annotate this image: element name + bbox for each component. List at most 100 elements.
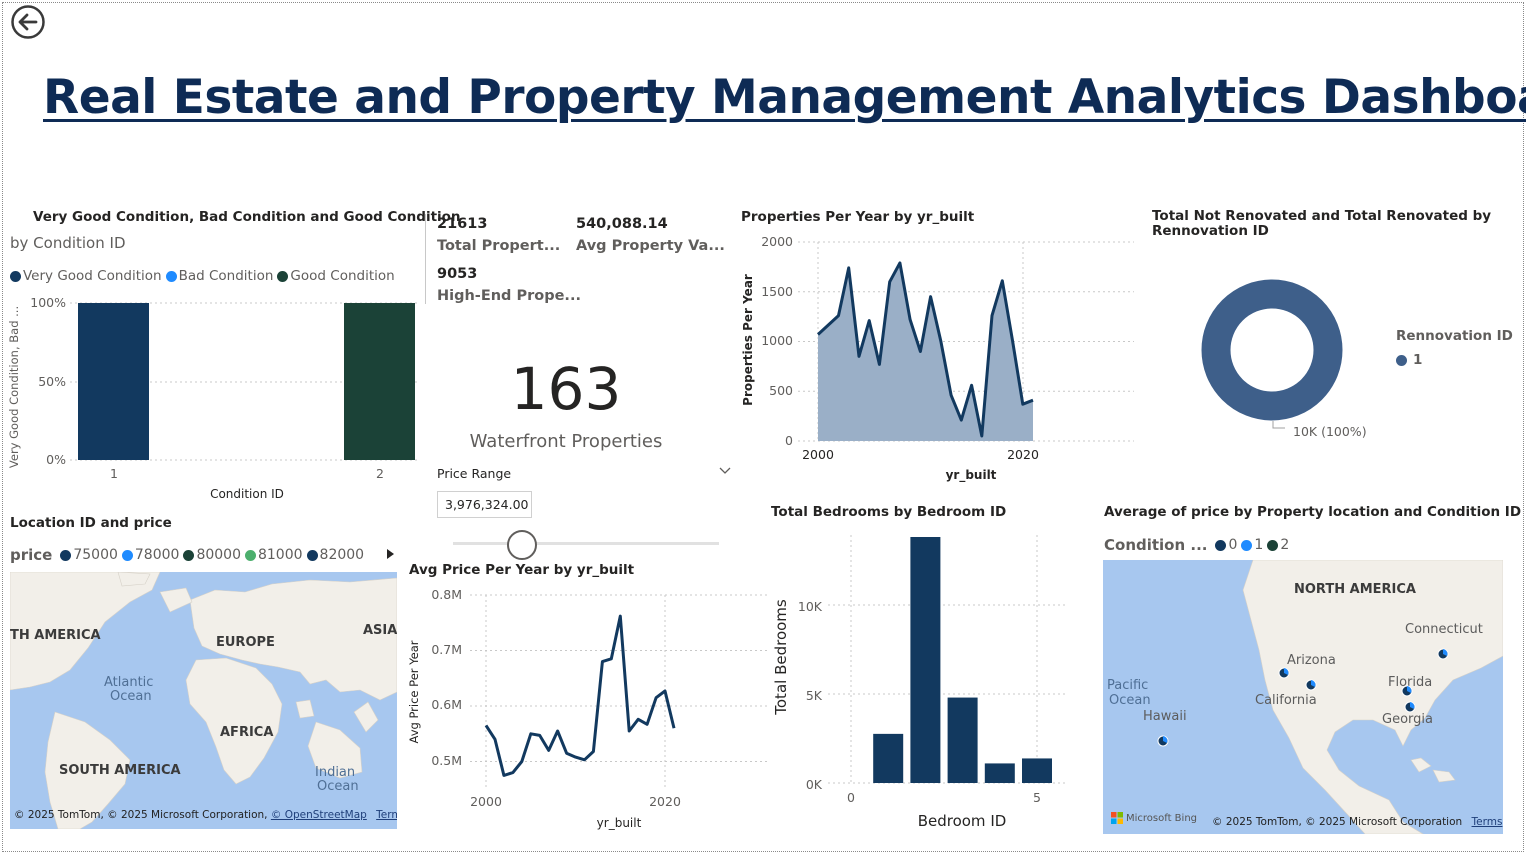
y-tick-label: 5K [806, 688, 823, 703]
map-label-indian: Indian [315, 765, 356, 780]
chevron-down-icon[interactable] [718, 466, 732, 476]
price-range-track[interactable] [453, 542, 719, 545]
ppy-point-2009[interactable] [907, 317, 913, 323]
ppy-point-2008[interactable] [897, 260, 903, 266]
terms-link[interactable]: Terms [1471, 816, 1503, 828]
apy-point-2009[interactable] [564, 750, 570, 756]
legend-item[interactable]: 1 [1241, 537, 1263, 553]
bedroom-bar-5[interactable] [1022, 758, 1052, 783]
legend-item-good[interactable]: Good Condition [277, 268, 395, 284]
legend-label: 81000 [257, 547, 303, 563]
apy-point-2011[interactable] [581, 757, 587, 763]
map-marker-california[interactable] [1278, 667, 1290, 679]
renovation-legend-item[interactable]: 1 [1396, 352, 1422, 368]
apy-point-2002[interactable] [501, 772, 507, 778]
ppy-point-2005[interactable] [866, 318, 872, 324]
apy-point-2004[interactable] [519, 759, 525, 765]
apy-point-2016[interactable] [626, 728, 632, 734]
map-label-africa: AFRICA [220, 725, 274, 740]
apy-point-2013[interactable] [599, 659, 605, 665]
legend-item[interactable]: 0 [1215, 537, 1237, 553]
apy-point-2015[interactable] [617, 613, 623, 619]
ppy-point-2015[interactable] [969, 382, 975, 388]
waterfront-label: Waterfront Properties [469, 431, 663, 452]
apy-point-2012[interactable] [590, 749, 596, 755]
ppy-point-2011[interactable] [928, 294, 934, 300]
ppy-point-2020[interactable] [1020, 401, 1026, 407]
map-marker-hawaii[interactable] [1157, 735, 1169, 747]
donut-slice-1[interactable] [1201, 279, 1343, 421]
apy-point-2003[interactable] [510, 770, 516, 776]
legend-item[interactable]: 80000 [183, 547, 241, 563]
apy-series-line[interactable] [484, 614, 676, 777]
bedroom-bar-4[interactable] [984, 763, 1015, 783]
bar-condition-2-good[interactable] [344, 303, 415, 460]
x-tick-label: 5 [1033, 790, 1041, 805]
legend-item[interactable]: 75000 [60, 547, 118, 563]
map-marker-florida[interactable] [1401, 685, 1413, 697]
legend-item[interactable]: 82000 [306, 547, 364, 563]
ppy-point-2016[interactable] [979, 433, 985, 439]
map-marker-georgia[interactable] [1404, 701, 1416, 713]
world-map[interactable]: TH AMERICA EUROPE ASIA Atlantic Ocean AF… [10, 572, 397, 829]
apy-point-2018[interactable] [644, 721, 650, 727]
condition-chart-subtitle: by Condition ID [10, 234, 126, 252]
ppy-point-2007[interactable] [887, 279, 893, 285]
legend-item[interactable]: 78000 [121, 547, 179, 563]
map-marker-arizona[interactable] [1305, 679, 1317, 691]
ppy-point-2017[interactable] [989, 313, 995, 319]
renovation-title: Total Not Renovated and Total Renovated … [1152, 208, 1492, 239]
legend-item-bad[interactable]: Bad Condition [165, 268, 273, 284]
ppy-point-2018[interactable] [999, 278, 1005, 284]
apy-point-2000[interactable] [483, 722, 489, 728]
ppy-point-2012[interactable] [938, 339, 944, 345]
apy-point-2017[interactable] [635, 716, 641, 722]
legend-label: 1 [1254, 537, 1264, 553]
ppy-point-2010[interactable] [917, 348, 923, 354]
map-marker-connecticut[interactable] [1437, 648, 1449, 660]
apy-point-2010[interactable] [573, 754, 579, 760]
ppy-point-2021[interactable] [1030, 397, 1036, 403]
osm-link[interactable]: © OpenStreetMap [270, 809, 367, 821]
ppy-point-2002[interactable] [835, 313, 841, 319]
apy-point-2005[interactable] [528, 731, 534, 737]
avg-price-chart: Avg Price Per Year 0.8M 0.7M 0.6M 0.5M 2… [407, 587, 768, 830]
ppy-series-line[interactable] [816, 261, 1034, 438]
legend-item[interactable]: 2 [1267, 537, 1289, 553]
bing-label: Microsoft Bing [1126, 812, 1198, 824]
apy-point-2014[interactable] [608, 656, 614, 662]
price-range-slider-thumb[interactable] [507, 530, 538, 560]
ppy-point-2019[interactable] [1010, 338, 1016, 344]
apy-point-2020[interactable] [662, 688, 668, 694]
apy-point-2001[interactable] [492, 736, 498, 742]
ppy-point-2006[interactable] [876, 361, 882, 367]
apy-point-2007[interactable] [546, 747, 552, 753]
legend-dot [1396, 354, 1407, 366]
y-tick-label: 100% [30, 295, 66, 310]
north-america-map[interactable]: NORTH AMERICA Connecticut Arizona Pacifi… [1103, 560, 1503, 834]
bedroom-bar-3[interactable] [947, 697, 978, 783]
ppy-point-2014[interactable] [958, 417, 964, 423]
apy-point-2006[interactable] [537, 732, 543, 738]
bedroom-bar-1[interactable] [873, 733, 904, 783]
bar-condition-1-very-good[interactable] [78, 303, 149, 460]
legend-next-arrow-icon[interactable] [386, 548, 396, 560]
legend-item-very-good[interactable]: Very Good Condition [10, 268, 162, 284]
ppy-point-2000[interactable] [815, 332, 821, 338]
legend-label: Good Condition [290, 268, 395, 284]
bedroom-bar-2[interactable] [910, 537, 941, 783]
apy-point-2021[interactable] [671, 725, 677, 731]
x-tick-label: 2020 [649, 794, 681, 809]
terms-link[interactable]: Terms [376, 809, 397, 821]
north-america-land-shapes [1242, 560, 1503, 834]
apy-point-2019[interactable] [653, 695, 659, 701]
apy-point-2008[interactable] [555, 728, 561, 734]
ppy-point-2013[interactable] [948, 392, 954, 398]
ppy-point-2004[interactable] [856, 353, 862, 359]
price-range-input[interactable] [437, 491, 532, 518]
back-arrow-icon[interactable] [10, 4, 46, 40]
ppy-point-2003[interactable] [846, 265, 852, 271]
legend-item[interactable]: 81000 [244, 547, 303, 563]
map-label-california: California [1255, 693, 1317, 708]
ppy-y-axis-label: Properties Per Year [741, 274, 755, 406]
